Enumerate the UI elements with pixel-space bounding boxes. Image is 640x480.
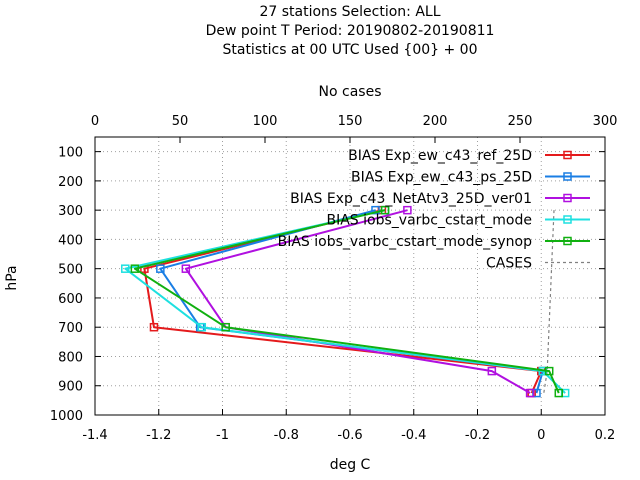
cases-line [543,210,555,394]
ticks: -1.4 -1.2 -1 -0.8 -0.6 -0.4 -0.2 0 0.2 0 50 100 150 2… [50,114,618,443]
x2-tick-label: 200 [423,114,448,129]
y-tick-label: 300 [58,204,83,219]
y-tick-label: 600 [58,292,83,307]
x-tick-label: -1.2 [146,428,171,443]
y-axis-label: hPa [4,265,20,290]
y-tick-label: 800 [58,350,83,365]
chart-title-line1: 27 stations Selection: ALL [259,4,440,20]
y-tick-label: 100 [58,146,83,161]
series-point [487,366,497,376]
series-line [133,209,560,394]
x2-tick-label: 250 [508,114,533,129]
data-series [121,205,570,398]
series-point [554,388,564,398]
series-point [525,388,535,398]
series-point [130,264,140,273]
x2-axis-label: No cases [319,84,382,100]
x-tick-label: 0 [537,428,545,443]
y-tick-label: 200 [58,175,83,190]
x-tick-label: -1 [216,428,229,443]
series-point [544,366,554,376]
x-tick-label: -0.4 [401,428,426,443]
y-tick-label: 900 [58,380,83,395]
y-tick-label: 400 [58,233,83,248]
grid [95,137,605,415]
chart-title-line2: Dew point T Period: 20190802-20190811 [206,23,495,39]
series-point [181,264,191,273]
cases-series [543,210,555,394]
x-tick-label: 0.2 [595,428,616,443]
series-group [130,205,564,398]
series-point [371,205,380,215]
chart-title-line3: Statistics at 00 UTC Used {00} + 00 [222,42,477,58]
y-tick-label: 500 [58,263,83,278]
series-point [380,205,390,215]
y-tick-label: 1000 [50,409,83,424]
x-tick-label: -0.2 [465,428,490,443]
legend-label: BIAS iobs_varbc_cstart_mode [327,213,533,229]
legend-marker [563,215,572,224]
x-tick-label: -0.8 [274,428,299,443]
series-point [197,322,207,332]
legend-marker [563,193,572,203]
legend-label: CASES [486,256,532,272]
legend-marker [563,236,572,246]
x2-tick-label: 50 [172,114,189,129]
x2-tick-label: 100 [253,114,278,129]
x2-tick-label: 0 [91,114,99,129]
legend-marker [563,172,572,181]
x2-tick-label: 300 [593,114,618,129]
legend-label: BIAS Exp_ew_c43_ref_25D [348,148,532,164]
y-tick-label: 700 [58,321,83,336]
legend: BIAS Exp_ew_c43_ref_25D BIAS Exp_ew_c43_p… [278,148,590,272]
series-line [124,209,566,394]
x-axis-label: deg C [330,457,371,473]
series-line [143,209,543,394]
x2-tick-label: 150 [338,114,363,129]
legend-marker [563,150,572,160]
legend-label: BIAS Exp_c43_NetAtv3_25D_ver01 [290,191,532,207]
series-point [156,264,165,273]
series-point [121,264,130,273]
x-tick-label: -0.6 [337,428,362,443]
series-point [221,322,230,332]
x-tick-label: -1.4 [82,428,107,443]
series-point [149,322,159,332]
legend-label: BIAS iobs_varbc_cstart_mode_synop [278,234,533,250]
legend-label: BIAS Exp_ew_c43_ps_25D [351,170,532,186]
series-point [403,205,412,215]
